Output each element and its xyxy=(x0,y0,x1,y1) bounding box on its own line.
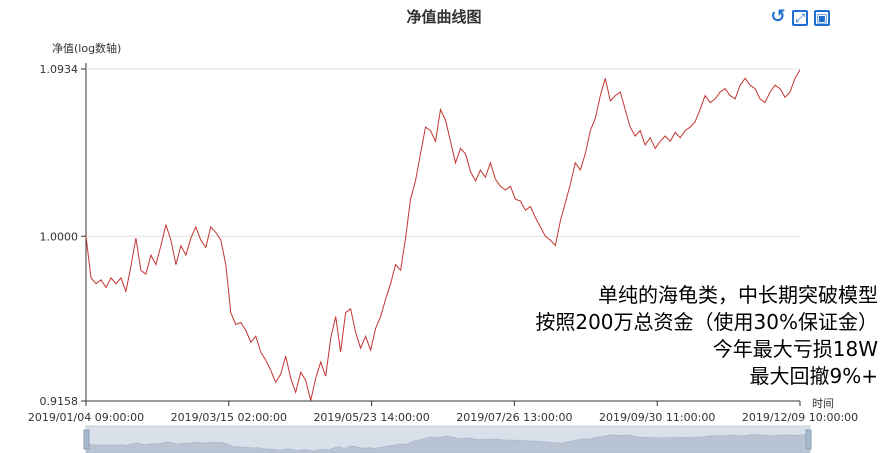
x-tick-label: 2019/05/23 14:00:00 xyxy=(313,411,429,424)
chart-title: 净值曲线图 xyxy=(406,8,482,26)
annotation-line: 最大回撤9%+ xyxy=(749,364,879,388)
annotation-block: 单纯的海龟类，中长期突破模型 按照200万总资金（使用30%保证金） 今年最大亏… xyxy=(535,282,878,390)
annotation-line: 按照200万总资金（使用30%保证金） xyxy=(535,310,878,334)
y-tick-label: 1.0934 xyxy=(40,63,79,76)
series-line xyxy=(85,69,801,401)
restore-icon[interactable]: ↺ xyxy=(770,6,786,27)
slider-overview xyxy=(85,433,811,453)
x-tick-label: 2019/07/26 13:00:00 xyxy=(456,411,572,424)
save-image-icon[interactable]: ▣ xyxy=(814,10,830,26)
x-tick-label: 2019/01/04 09:00:00 xyxy=(28,411,144,424)
annotation-line: 单纯的海龟类，中长期突破模型 xyxy=(598,283,878,307)
zoom-icon[interactable]: ⤢ xyxy=(792,10,808,26)
datazoom-slider[interactable] xyxy=(83,425,812,453)
slider-handle-right[interactable] xyxy=(805,429,812,450)
y-tick-label: 1.0000 xyxy=(40,230,79,243)
x-tick-label: 2019/09/30 11:00:00 xyxy=(599,411,715,424)
x-tick-label: 2019/03/15 02:00:00 xyxy=(171,411,287,424)
chart-toolbox: ↺ ⤢ ▣ xyxy=(770,6,830,27)
slider-handle-left[interactable] xyxy=(83,429,90,450)
x-axis-label: 时间 xyxy=(812,397,834,410)
annotation-line: 今年最大亏损18W xyxy=(712,337,878,361)
y-axis-label: 净值(log数轴) xyxy=(52,42,122,55)
y-tick-label: 0.9158 xyxy=(40,395,79,408)
x-tick-label: 2019/12/09 10:00:00 xyxy=(742,411,858,424)
